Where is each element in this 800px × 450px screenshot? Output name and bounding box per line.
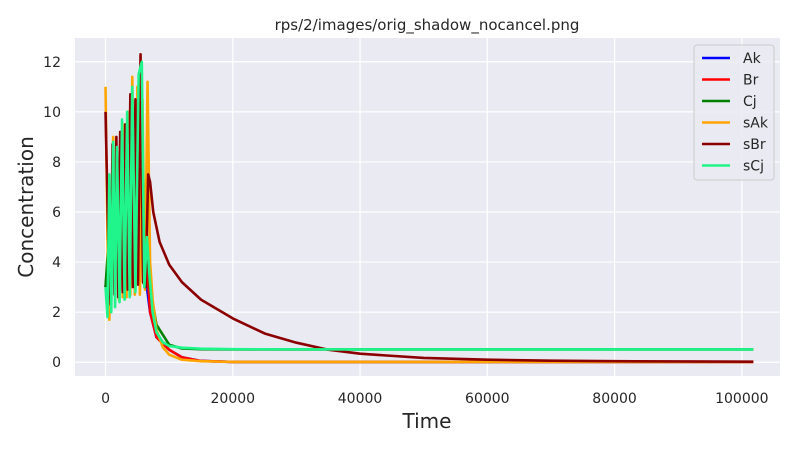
x-tick-label: 20000 — [211, 391, 256, 407]
legend-label-sak: sAk — [743, 116, 769, 132]
x-tick-label: 60000 — [465, 391, 510, 407]
x-tick-label: 100000 — [715, 391, 768, 407]
legend-label-ak: Ak — [743, 51, 762, 67]
y-tick-label: 8 — [52, 155, 61, 171]
x-tick-label: 80000 — [592, 391, 637, 407]
plot-background — [75, 38, 780, 376]
y-tick-label: 2 — [52, 305, 61, 321]
legend-label-scj: sCj — [743, 159, 764, 175]
legend-label-br: Br — [743, 73, 759, 89]
legend-label-sbr: sBr — [743, 137, 766, 153]
x-tick-label: 40000 — [338, 391, 383, 407]
y-tick-label: 12 — [43, 55, 61, 71]
y-tick-label: 0 — [52, 355, 61, 371]
legend-label-cj: Cj — [743, 94, 757, 110]
y-tick-label: 10 — [43, 105, 61, 121]
x-tick-label: 0 — [101, 391, 110, 407]
legend: Ak Br Cj sAk sBr sCj — [694, 45, 774, 180]
chart-title: rps/2/images/orig_shadow_nocancel.png — [275, 16, 580, 35]
y-tick-label: 4 — [52, 255, 61, 271]
y-tick-label: 6 — [52, 205, 61, 221]
y-axis-label: Concentration — [14, 136, 38, 277]
x-axis-label: Time — [402, 409, 452, 433]
